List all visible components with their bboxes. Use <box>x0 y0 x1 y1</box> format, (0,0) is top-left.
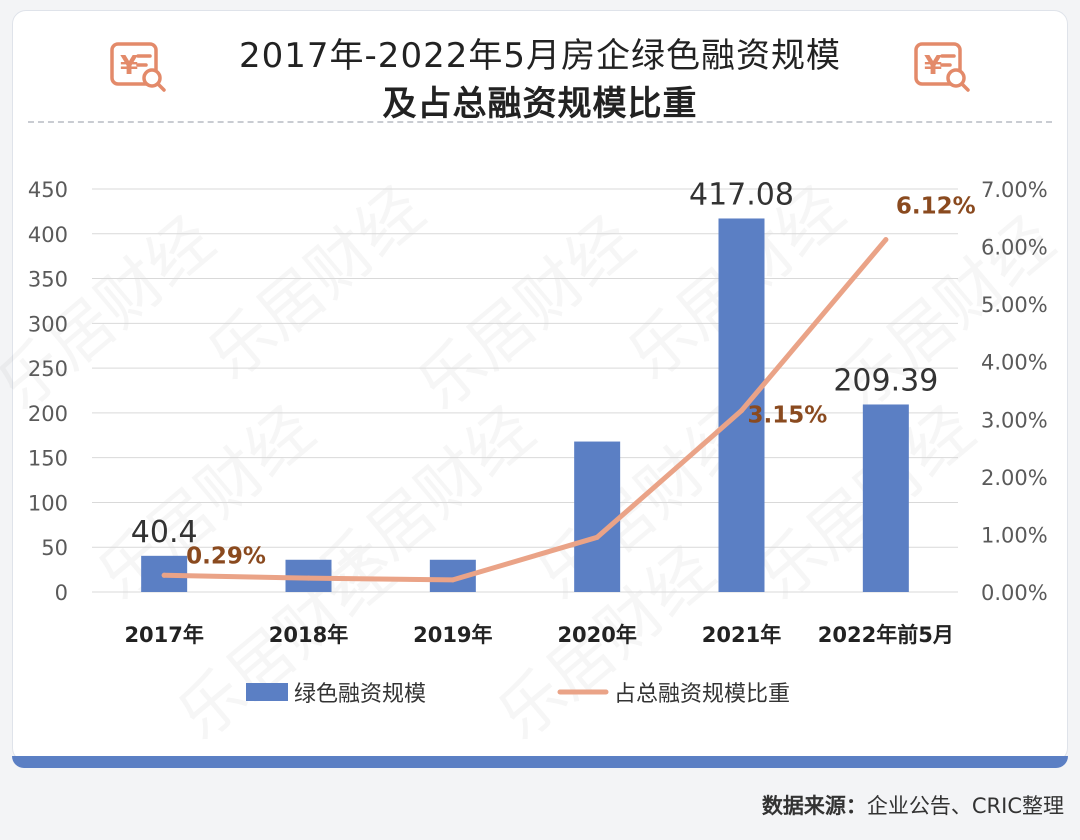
source-value: 企业公告、CRIC整理 <box>866 794 1064 818</box>
bar-data-label: 417.08 <box>689 177 794 212</box>
x-tick-label: 2021年 <box>702 623 781 647</box>
line-data-label: 0.29% <box>186 543 266 569</box>
y-right-tick-label: 1.00% <box>981 523 1048 547</box>
card-footer-bar <box>12 756 1068 768</box>
bar-2020年 <box>574 441 621 592</box>
y-left-tick-label: 100 <box>28 491 68 515</box>
line-point <box>450 577 456 583</box>
chart-subtitle: 及占总融资规模比重 <box>382 84 698 124</box>
legend-label-line: 占总融资规模比重 <box>614 682 790 707</box>
y-left-tick-label: 150 <box>28 447 68 471</box>
y-left-tick-label: 250 <box>28 357 68 381</box>
x-tick-label: 2019年 <box>413 623 492 647</box>
bar-2022年前5月 <box>862 404 909 592</box>
data-source: 数据来源：企业公告、CRIC整理 <box>762 790 1064 820</box>
svg-text:¥: ¥ <box>120 51 138 81</box>
source-label: 数据来源： <box>761 794 867 818</box>
y-left-tick-label: 400 <box>28 223 68 247</box>
title-divider <box>28 121 1052 123</box>
y-left-tick-label: 300 <box>28 312 68 336</box>
x-tick-label: 2020年 <box>557 623 636 647</box>
line-point <box>883 237 889 243</box>
combo-chart: 乐居财经乐居财经乐居财经乐居财经乐居财经乐居财经乐居财经乐居财经乐居财经乐居财经… <box>27 173 1048 707</box>
y-right-tick-label: 2.00% <box>981 466 1048 490</box>
chart-title: 2017年-2022年5月房企绿色融资规模 <box>239 36 841 76</box>
line-point <box>739 408 744 414</box>
invoice-search-icon: ¥ <box>914 42 970 92</box>
line-data-label: 6.12% <box>896 194 976 220</box>
y-left-tick-label: 350 <box>28 268 68 292</box>
line-point <box>161 572 167 578</box>
y-left-tick-label: 0 <box>55 581 68 605</box>
y-left-tick-label: 200 <box>28 402 68 426</box>
svg-text:¥: ¥ <box>924 51 942 81</box>
invoice-search-icon: ¥ <box>110 42 166 92</box>
x-tick-label: 2017年 <box>124 623 203 647</box>
watermark-text: 乐居财经 <box>195 173 439 394</box>
y-left-tick-label: 50 <box>41 536 68 560</box>
bar-data-label: 40.4 <box>131 515 198 550</box>
line-point <box>594 534 600 540</box>
y-left-tick-label: 450 <box>28 178 68 202</box>
y-right-tick-label: 0.00% <box>981 581 1048 605</box>
x-tick-label: 2018年 <box>269 623 348 647</box>
y-right-tick-label: 6.00% <box>981 236 1048 260</box>
y-right-tick-label: 3.00% <box>981 408 1048 432</box>
legend-label-bar: 绿色融资规模 <box>294 682 426 707</box>
y-right-tick-label: 5.00% <box>981 293 1048 317</box>
bar-data-label: 209.39 <box>833 363 938 398</box>
line-series-share <box>161 237 889 583</box>
x-tick-label: 2022年前5月 <box>818 623 954 647</box>
y-right-tick-label: 7.00% <box>981 178 1048 202</box>
legend-swatch-bar <box>246 683 288 701</box>
watermark-text: 乐居财经 <box>405 203 649 424</box>
line-point <box>306 575 311 581</box>
bar-2021年 <box>718 218 765 592</box>
chart-card <box>12 10 1068 762</box>
line-data-label: 3.15% <box>748 403 828 429</box>
y-right-tick-label: 4.00% <box>981 351 1048 375</box>
